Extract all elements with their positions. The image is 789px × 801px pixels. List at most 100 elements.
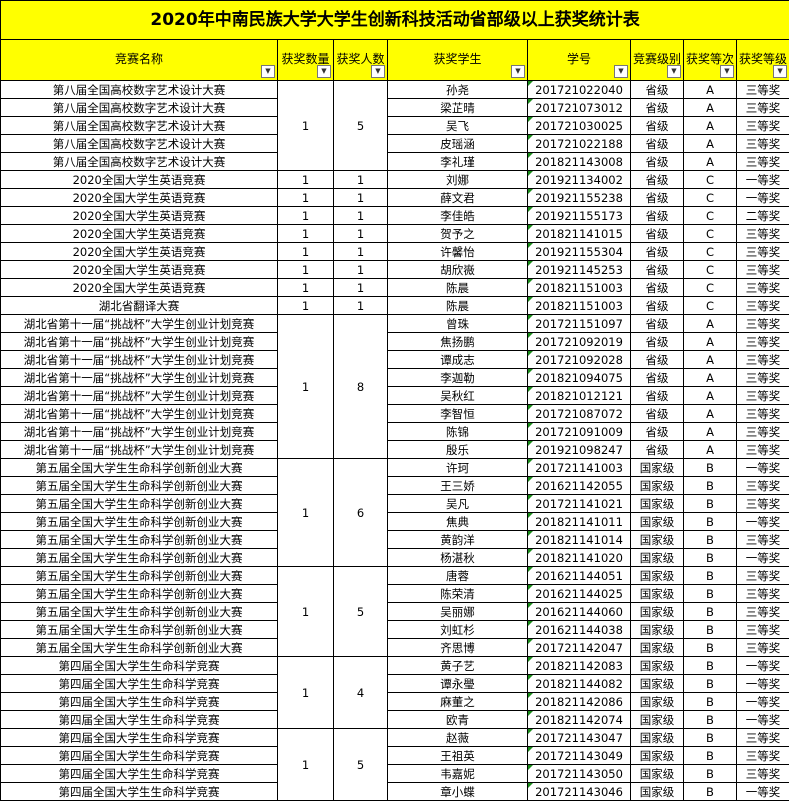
award-level: 三等奖 [737,405,789,423]
award-people: 1 [334,279,388,297]
award-grade: B [684,531,737,549]
student-id: 201821141020 [528,549,631,567]
filter-button[interactable]: ▼ [773,65,787,78]
competition-level: 省级 [631,225,684,243]
award-count: 1 [278,171,334,189]
student-name: 李佳皓 [388,207,528,225]
award-people: 5 [334,81,388,171]
award-level: 三等奖 [737,495,789,513]
column-header-text: 获奖等级 [739,52,787,66]
award-grade: C [684,279,737,297]
competition-level: 国家级 [631,747,684,765]
competition-name: 第八届全国高校数字艺术设计大赛 [1,99,278,117]
filter-button[interactable]: ▼ [667,65,681,78]
column-header-text: 竞赛名称 [115,52,163,66]
competition-level: 国家级 [631,675,684,693]
student-name: 焦典 [388,513,528,531]
award-level: 一等奖 [737,675,789,693]
award-level: 三等奖 [737,243,789,261]
competition-level: 省级 [631,423,684,441]
filter-button[interactable]: ▼ [261,65,275,78]
award-level: 三等奖 [737,81,789,99]
award-level: 一等奖 [737,171,789,189]
column-header-text: 获奖等次 [686,52,734,66]
award-count: 1 [278,729,334,801]
award-level: 三等奖 [737,423,789,441]
filter-button[interactable]: ▼ [371,65,385,78]
student-id: 201821142074 [528,711,631,729]
filter-button[interactable]: ▼ [511,65,525,78]
student-id: 201721030025 [528,117,631,135]
competition-name: 第五届全国大学生生命科学创新创业大赛 [1,495,278,513]
competition-name: 第八届全国高校数字艺术设计大赛 [1,81,278,99]
award-count: 1 [278,243,334,261]
competition-level: 省级 [631,315,684,333]
award-level: 三等奖 [737,333,789,351]
award-level: 三等奖 [737,117,789,135]
award-people: 1 [334,207,388,225]
award-level: 三等奖 [737,441,789,459]
award-level: 三等奖 [737,225,789,243]
student-name: 韦嘉妮 [388,765,528,783]
competition-level: 省级 [631,279,684,297]
student-id: 201721141021 [528,495,631,513]
filter-button[interactable]: ▼ [317,65,331,78]
award-level: 三等奖 [737,297,789,315]
competition-level: 国家级 [631,459,684,477]
column-header: 获奖等级▼ [737,40,789,81]
award-grade: C [684,189,737,207]
student-name: 许馨怡 [388,243,528,261]
competition-level: 省级 [631,189,684,207]
student-id: 201821094075 [528,369,631,387]
student-name: 曾珠 [388,315,528,333]
filter-button[interactable]: ▼ [614,65,628,78]
award-level: 三等奖 [737,567,789,585]
competition-name: 第五届全国大学生生命科学创新创业大赛 [1,621,278,639]
award-grade: C [684,171,737,189]
award-level: 三等奖 [737,639,789,657]
student-name: 焦扬鹏 [388,333,528,351]
competition-level: 国家级 [631,549,684,567]
award-level: 三等奖 [737,315,789,333]
award-people: 8 [334,315,388,459]
award-grade: B [684,729,737,747]
award-level: 三等奖 [737,585,789,603]
award-level: 一等奖 [737,459,789,477]
competition-name: 第五届全国大学生生命科学创新创业大赛 [1,549,278,567]
competition-name: 湖北省第十一届“挑战杯”大学生创业计划竞赛 [1,441,278,459]
competition-level: 国家级 [631,765,684,783]
competition-name: 2020全国大学生英语竞赛 [1,207,278,225]
student-name: 吴凡 [388,495,528,513]
student-name: 欧青 [388,711,528,729]
award-people: 1 [334,225,388,243]
competition-level: 省级 [631,333,684,351]
student-id: 201921155304 [528,243,631,261]
competition-level: 国家级 [631,621,684,639]
competition-name: 第五届全国大学生生命科学创新创业大赛 [1,459,278,477]
award-grade: A [684,135,737,153]
student-name: 杨湛秋 [388,549,528,567]
competition-name: 湖北省第十一届“挑战杯”大学生创业计划竞赛 [1,333,278,351]
column-header: 学号 ▼ [528,40,631,81]
filter-button[interactable]: ▼ [720,65,734,78]
competition-level: 国家级 [631,603,684,621]
student-id: 201621142055 [528,477,631,495]
competition-name: 湖北省第十一届“挑战杯”大学生创业计划竞赛 [1,423,278,441]
student-id: 201821141015 [528,225,631,243]
award-grade: B [684,747,737,765]
student-name: 吴秋红 [388,387,528,405]
column-header-text: 学号 [567,52,591,66]
award-level: 三等奖 [737,603,789,621]
competition-name: 第五届全国大学生生命科学创新创业大赛 [1,513,278,531]
award-grade: B [684,639,737,657]
student-name: 贺予之 [388,225,528,243]
column-header: 竞赛级别▼ [631,40,684,81]
student-id: 201721143047 [528,729,631,747]
